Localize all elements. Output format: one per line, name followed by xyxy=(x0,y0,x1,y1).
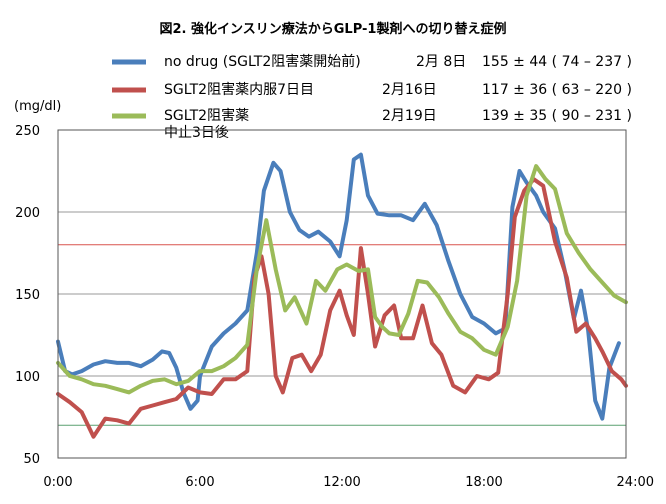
stats-sd: 35 xyxy=(529,108,547,124)
stats-range: ( 90 – 231 ) xyxy=(547,108,632,124)
x-tick-label: 24:00 xyxy=(617,475,654,490)
x-tick-label: 12:00 xyxy=(323,475,360,490)
y-tick-label: 200 xyxy=(15,206,40,221)
legend-label-line: no drug (SGLT2阻害薬開始前) xyxy=(164,53,361,70)
y-tick-label: 100 xyxy=(15,370,40,385)
stats-mean: 155 xyxy=(482,54,509,70)
legend-stats-3: 139 ± 35 ( 90 – 231 ) xyxy=(482,108,632,124)
y-tick-label: 150 xyxy=(15,288,40,303)
stats-range: ( 74 – 237 ) xyxy=(547,54,632,70)
stats-pm: ± xyxy=(509,82,530,98)
legend-stats-1: 155 ± 44 ( 74 – 237 ) xyxy=(482,54,632,70)
legend-date-1: 2月 8日 xyxy=(416,54,466,70)
legend-label-3: SGLT2阻害薬中止3日後 xyxy=(164,108,249,141)
stats-pm: ± xyxy=(509,108,530,124)
y-tick-labels: 50 100 150 200 250 xyxy=(15,124,40,467)
y-axis-label: (mg/dl) xyxy=(14,99,61,114)
stats-sd: 36 xyxy=(529,82,547,98)
legend-label-1: no drug (SGLT2阻害薬開始前) xyxy=(164,53,361,70)
stats-range: ( 63 – 220 ) xyxy=(547,82,632,98)
series-lines xyxy=(56,152,628,439)
legend-date-3: 2月19日 xyxy=(382,108,437,124)
chart-title: 図2. 強化インスリン療法からGLP-1製剤への切り替え症例 xyxy=(160,21,507,37)
x-tick-label: 6:00 xyxy=(185,475,214,490)
series-line-1 xyxy=(56,152,621,421)
x-tick-label: 18:00 xyxy=(465,475,502,490)
legend-stats-2: 117 ± 36 ( 63 – 220 ) xyxy=(482,82,632,98)
stats-mean: 117 xyxy=(482,82,509,98)
legend-label-line: 中止3日後 xyxy=(164,125,229,141)
legend-label-2: SGLT2阻害薬内服7日目 xyxy=(164,82,314,98)
stats-mean: 139 xyxy=(482,108,509,124)
y-tick-label: 250 xyxy=(15,124,40,139)
stats-sd: 44 xyxy=(529,54,547,70)
x-tick-labels: 0:00 6:00 12:00 18:00 24:00 xyxy=(43,475,654,490)
legend-date-2: 2月16日 xyxy=(382,82,437,98)
series-line-2 xyxy=(56,177,628,439)
stats-pm: ± xyxy=(509,54,530,70)
plot-frame xyxy=(57,129,627,459)
reference-lines xyxy=(58,244,626,426)
series-line-3 xyxy=(56,164,628,395)
legend-label-line: SGLT2阻害薬 xyxy=(164,108,249,124)
legend: no drug (SGLT2阻害薬開始前) 2月 8日 155 ± 44 ( 74 … xyxy=(112,53,632,141)
y-tick-label: 50 xyxy=(23,452,40,467)
x-tick-label: 0:00 xyxy=(43,475,72,490)
legend-label-line: SGLT2阻害薬内服7日目 xyxy=(164,82,314,98)
